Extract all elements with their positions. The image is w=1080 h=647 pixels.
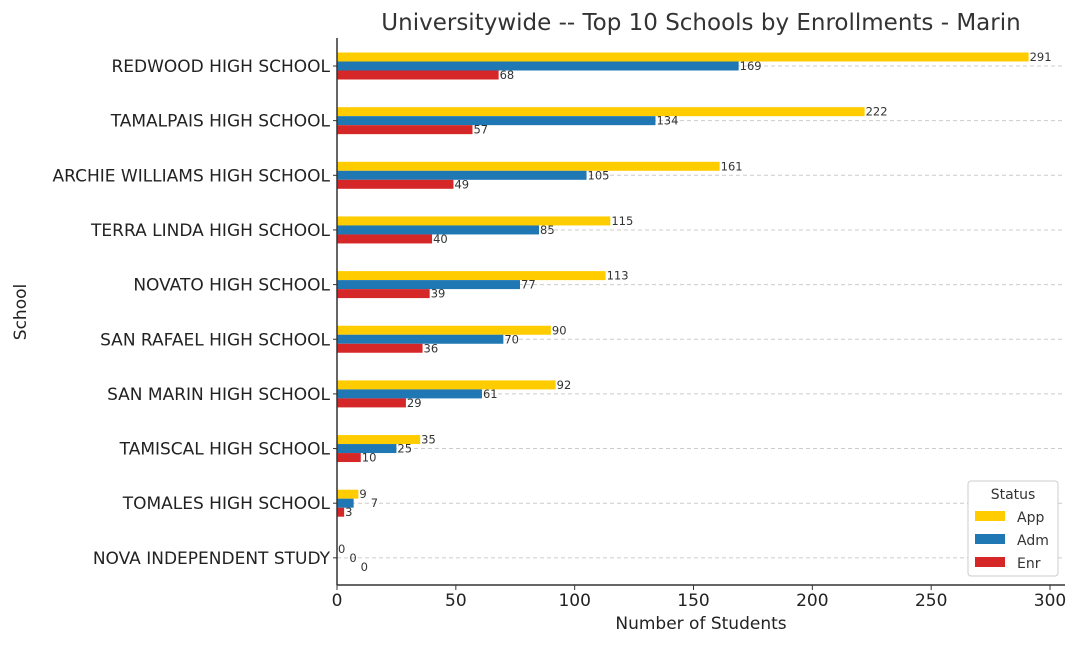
bar-app (337, 52, 1029, 62)
bar-app (337, 435, 421, 445)
legend-swatch (975, 557, 1005, 567)
data-label: 3 (345, 505, 352, 519)
bar-enr (337, 343, 423, 353)
y-tick-label: NOVATO HIGH SCHOOL (133, 276, 330, 296)
x-axis-label: Number of Students (615, 614, 786, 634)
bar-app (337, 161, 720, 171)
legend-label: App (1017, 510, 1044, 526)
data-label: 105 (588, 168, 610, 182)
data-label: 90 (552, 323, 567, 337)
y-axis-label: School (11, 284, 31, 340)
bar-enr (337, 125, 473, 135)
data-label: 0 (349, 551, 356, 565)
data-label: 77 (521, 278, 536, 292)
x-tick-label: 250 (915, 591, 947, 611)
bar-enr (337, 289, 430, 299)
data-label: 113 (607, 269, 629, 283)
x-tick-label: 50 (445, 591, 467, 611)
legend-title: Status (991, 487, 1036, 503)
data-label: 68 (500, 68, 515, 82)
data-label: 115 (611, 214, 633, 228)
bar-app (337, 107, 865, 117)
data-label: 92 (557, 378, 572, 392)
y-tick-label: ARCHIE WILLIAMS HIGH SCHOOL (52, 166, 330, 186)
bar-app (337, 271, 606, 281)
data-label: 291 (1030, 50, 1052, 64)
legend-swatch (975, 511, 1005, 521)
bar-enr (337, 453, 361, 463)
x-tick-label: 150 (677, 591, 709, 611)
data-label: 29 (407, 396, 422, 410)
bar-adm (337, 280, 521, 290)
legend-label: Adm (1017, 533, 1049, 549)
data-label: 70 (504, 332, 519, 346)
data-label: 61 (483, 387, 498, 401)
data-label: 85 (540, 223, 555, 237)
data-label: 36 (424, 341, 439, 355)
bar-enr (337, 234, 433, 244)
bar-adm (337, 116, 656, 126)
y-tick-label: TOMALES HIGH SCHOOL (122, 494, 331, 514)
data-label: 0 (361, 560, 368, 574)
x-tick-label: 200 (796, 591, 828, 611)
bar-app (337, 380, 556, 390)
y-tick-label: TERRA LINDA HIGH SCHOOL (90, 221, 330, 241)
bar-enr (337, 70, 499, 80)
bar-adm (337, 170, 587, 180)
bar-enr (337, 507, 345, 517)
y-tick-label: REDWOOD HIGH SCHOOL (111, 57, 330, 77)
data-label: 25 (397, 442, 412, 456)
y-tick-label: SAN RAFAEL HIGH SCHOOL (100, 330, 330, 350)
x-tick-label: 100 (558, 591, 590, 611)
bar-adm (337, 61, 739, 71)
bar-adm (337, 389, 482, 399)
data-label: 0 (338, 542, 345, 556)
bar-app (337, 325, 551, 335)
y-tick-label: TAMALPAIS HIGH SCHOOL (110, 112, 331, 132)
bar-app (337, 216, 611, 226)
bar-adm (337, 498, 354, 508)
chart-title: Universitywide -- Top 10 Schools by Enro… (381, 10, 1020, 36)
legend: Status App Adm Enr (967, 480, 1059, 577)
legend-swatch (975, 534, 1005, 544)
y-tick-label: SAN MARIN HIGH SCHOOL (107, 385, 330, 405)
x-tick-label: 300 (1034, 591, 1066, 611)
data-label: 35 (421, 433, 436, 447)
data-label: 134 (656, 114, 678, 128)
data-label: 7 (371, 496, 378, 510)
y-tick-label: TAMISCAL HIGH SCHOOL (119, 440, 331, 460)
bar-adm (337, 225, 540, 235)
bar-app (337, 489, 359, 499)
x-tick-label: 0 (332, 591, 343, 611)
data-label: 57 (473, 123, 488, 137)
bar-enr (337, 398, 406, 408)
data-label: 39 (431, 287, 446, 301)
bar-adm (337, 334, 504, 344)
data-label: 10 (362, 451, 377, 465)
data-label: 9 (359, 487, 366, 501)
data-label: 40 (433, 232, 448, 246)
data-label: 169 (740, 59, 762, 73)
data-label: 161 (721, 159, 743, 173)
y-tick-label: NOVA INDEPENDENT STUDY (93, 549, 331, 569)
bar-adm (337, 444, 397, 454)
bar-enr (337, 179, 454, 189)
legend-label: Enr (1017, 556, 1041, 572)
data-label: 222 (866, 105, 888, 119)
data-label: 49 (454, 177, 469, 191)
